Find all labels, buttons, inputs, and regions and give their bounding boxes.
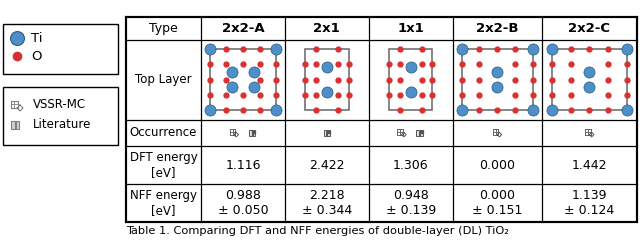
Bar [417,130,419,136]
Bar [461,49,533,110]
Bar [552,49,627,110]
Bar [389,49,433,110]
Text: 2x2-B: 2x2-B [476,22,518,35]
Text: 2.218
± 0.344: 2.218 ± 0.344 [301,189,352,217]
Text: 1.116: 1.116 [225,159,260,172]
Text: Type: Type [149,22,178,35]
Text: 0.988
± 0.050: 0.988 ± 0.050 [218,189,268,217]
Text: O: O [31,50,42,62]
Text: Table 1. Comparing DFT and NFF energies of double-layer (DL) TiO₂: Table 1. Comparing DFT and NFF energies … [126,226,509,236]
Text: VSSR-MC: VSSR-MC [33,98,86,112]
Text: Ti: Ti [31,31,42,45]
Text: 0.000
± 0.151: 0.000 ± 0.151 [472,189,522,217]
Text: 2x2-A: 2x2-A [221,22,264,35]
Bar [209,49,276,110]
Bar [327,130,330,136]
Bar [126,17,637,222]
Text: Top Layer: Top Layer [135,73,192,86]
Text: Occurrence: Occurrence [130,126,197,139]
Bar [249,130,252,136]
Text: 1.442: 1.442 [572,159,607,172]
Text: NFF energy
[eV]: NFF energy [eV] [130,189,197,217]
Bar [11,121,15,129]
Bar [253,130,255,136]
Bar [15,121,19,129]
Text: 2.422: 2.422 [309,159,344,172]
Text: DFT energy
[eV]: DFT energy [eV] [130,151,197,179]
Text: 1.139
± 0.124: 1.139 ± 0.124 [564,189,614,217]
Text: 2x1: 2x1 [314,22,340,35]
Bar [305,49,349,110]
Bar [420,130,423,136]
Bar [324,130,326,136]
Text: 2x2-C: 2x2-C [568,22,611,35]
Text: Literature: Literature [33,119,92,131]
Bar [3,24,118,74]
Text: 1x1: 1x1 [397,22,424,35]
Bar [10,100,17,107]
Text: 0.000: 0.000 [479,159,515,172]
Text: 0.948
± 0.139: 0.948 ± 0.139 [385,189,436,217]
Text: 1.306: 1.306 [393,159,428,172]
Bar [3,87,118,145]
